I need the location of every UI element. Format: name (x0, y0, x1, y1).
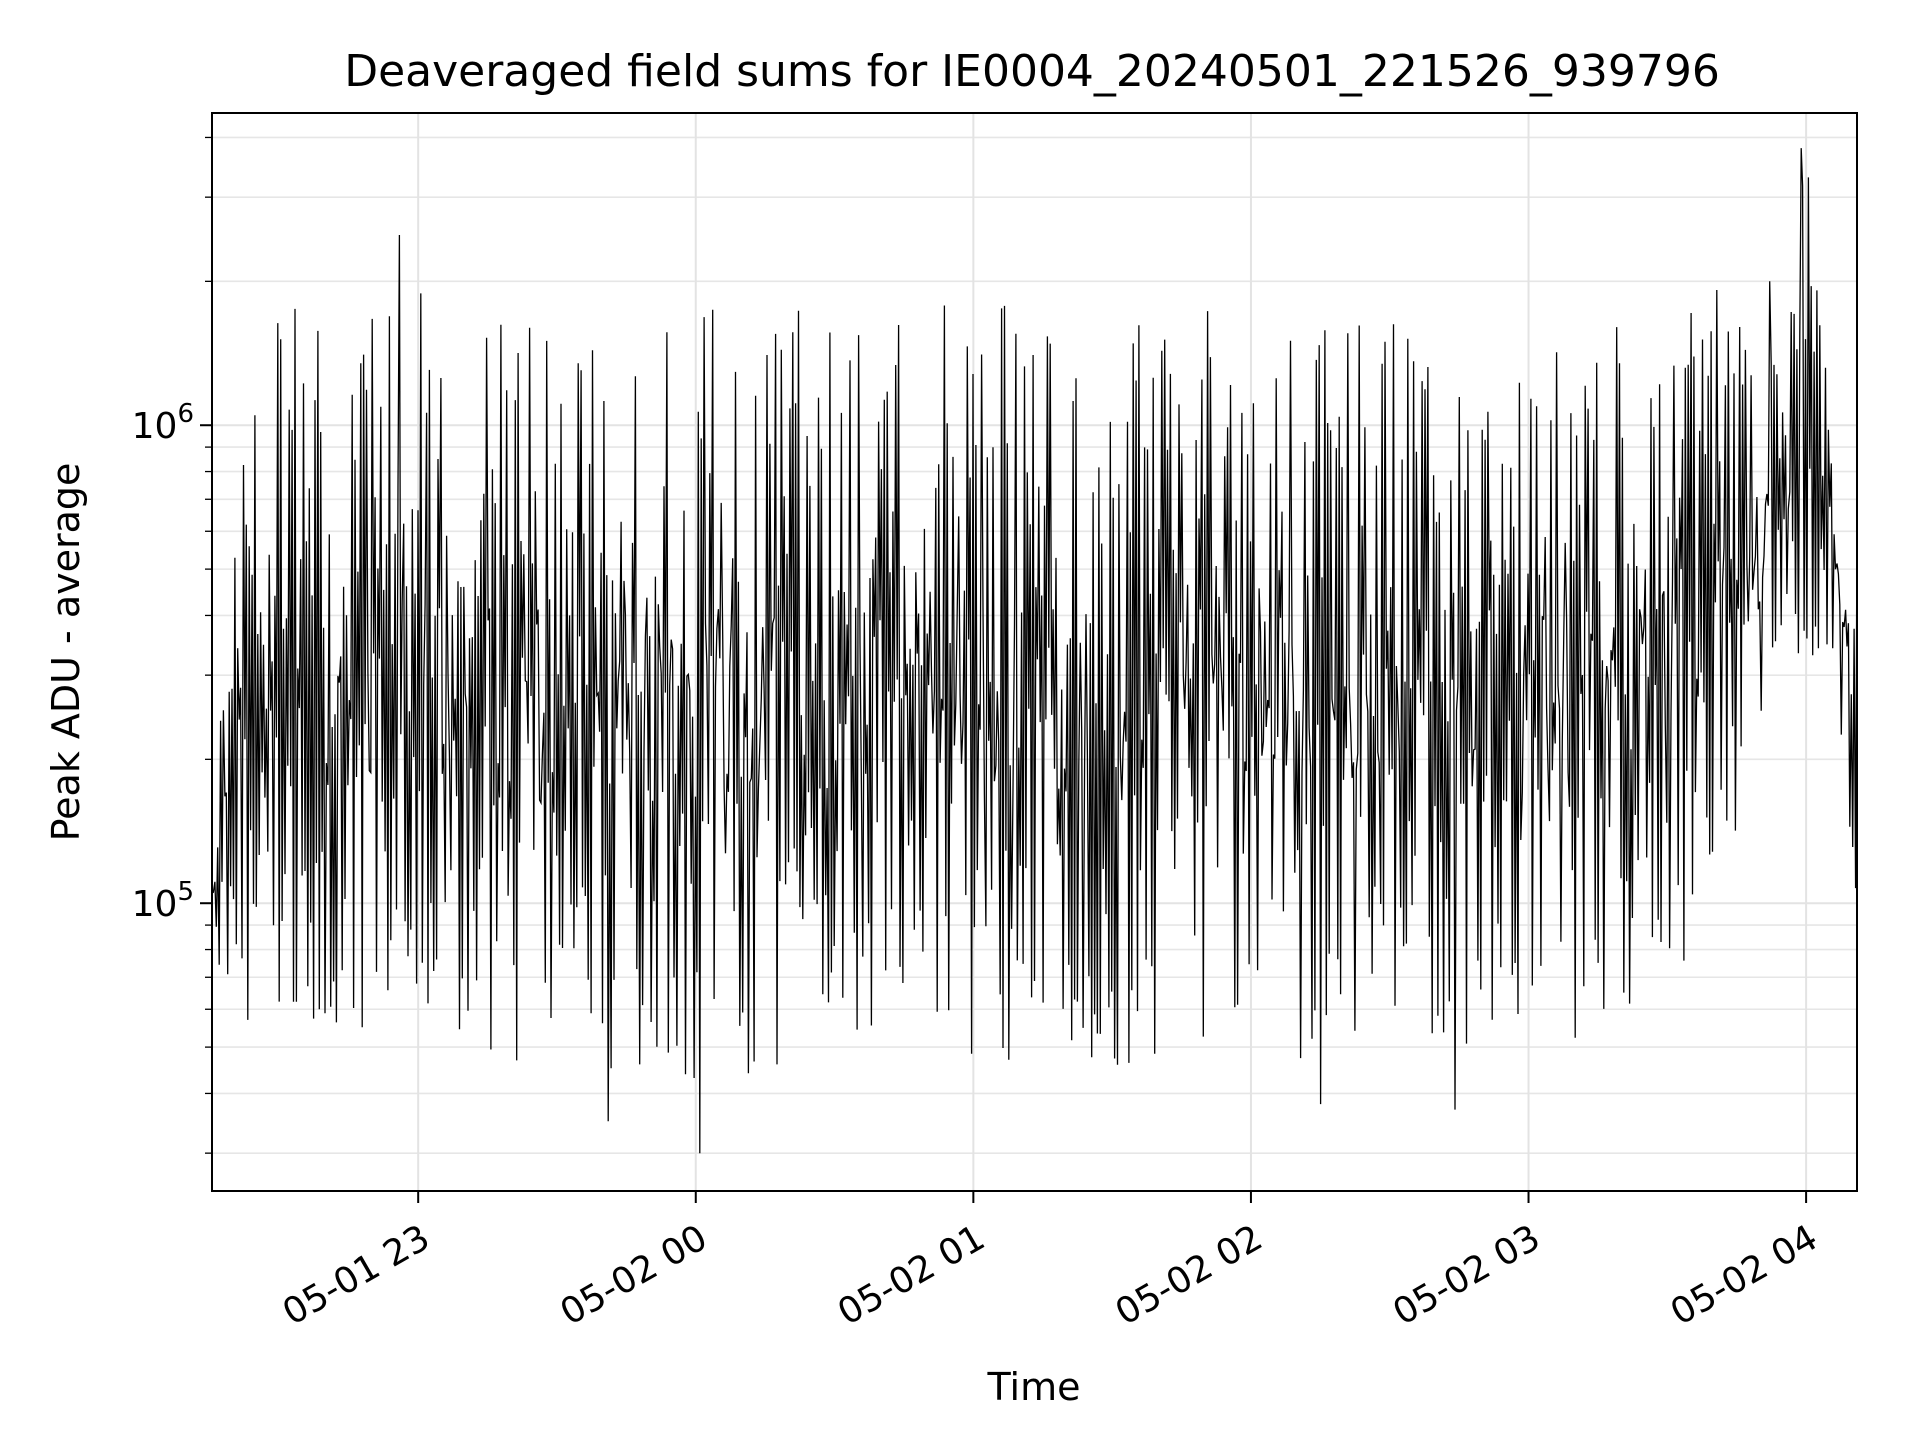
data-series (211, 148, 1858, 1154)
plot-frame (211, 112, 1858, 1192)
series-line (211, 148, 1858, 1154)
y-tick-exponent: 5 (177, 877, 194, 907)
y-axis-label: Peak ADU - average (44, 463, 88, 842)
x-axis-label: Time (987, 1365, 1081, 1409)
y-tick-exponent: 6 (177, 399, 194, 429)
chart-title: Deaveraged field sums for IE0004_2024050… (344, 46, 1720, 97)
